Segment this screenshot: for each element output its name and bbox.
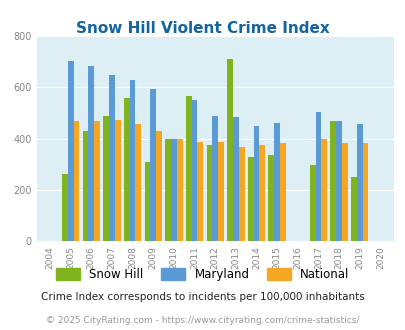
Text: © 2025 CityRating.com - https://www.cityrating.com/crime-statistics/: © 2025 CityRating.com - https://www.city… xyxy=(46,315,359,325)
Bar xyxy=(68,61,73,241)
Bar xyxy=(315,112,320,241)
Bar xyxy=(273,123,279,241)
Bar xyxy=(330,121,335,241)
Legend: Snow Hill, Maryland, National: Snow Hill, Maryland, National xyxy=(51,263,354,286)
Bar xyxy=(309,165,315,241)
Bar xyxy=(135,124,141,241)
Bar xyxy=(217,142,223,241)
Bar xyxy=(259,145,264,241)
Bar xyxy=(197,142,202,241)
Bar xyxy=(150,89,156,241)
Bar xyxy=(206,145,212,241)
Bar xyxy=(103,115,109,241)
Bar xyxy=(144,162,150,241)
Bar xyxy=(362,143,367,241)
Text: Snow Hill Violent Crime Index: Snow Hill Violent Crime Index xyxy=(76,21,329,36)
Bar xyxy=(176,139,182,241)
Bar xyxy=(232,117,238,241)
Bar xyxy=(94,121,100,241)
Bar xyxy=(88,66,94,241)
Bar xyxy=(165,139,171,241)
Bar xyxy=(212,116,217,241)
Bar xyxy=(82,131,88,241)
Bar xyxy=(341,143,347,241)
Bar xyxy=(279,143,285,241)
Bar xyxy=(227,59,232,241)
Bar xyxy=(156,131,162,241)
Bar xyxy=(253,126,259,241)
Bar xyxy=(73,121,79,241)
Bar xyxy=(115,120,120,241)
Bar xyxy=(171,139,176,241)
Bar xyxy=(238,147,244,241)
Bar xyxy=(247,156,253,241)
Bar xyxy=(191,100,197,241)
Bar xyxy=(62,174,68,241)
Bar xyxy=(320,139,326,241)
Bar xyxy=(129,80,135,241)
Bar xyxy=(109,75,115,241)
Bar xyxy=(350,177,356,241)
Bar xyxy=(185,96,191,241)
Bar xyxy=(124,98,129,241)
Bar xyxy=(335,121,341,241)
Bar xyxy=(356,124,362,241)
Text: Crime Index corresponds to incidents per 100,000 inhabitants: Crime Index corresponds to incidents per… xyxy=(41,292,364,302)
Bar xyxy=(268,155,273,241)
